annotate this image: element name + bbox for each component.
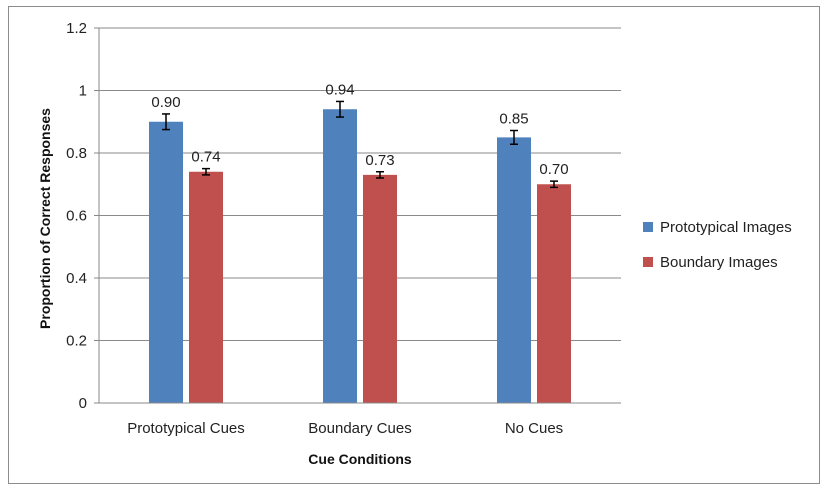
y-tick-label: 0 [79,395,87,412]
chart-frame [8,6,820,484]
y-tick-label: 0.2 [66,333,87,350]
bar [323,109,357,403]
y-tick-label: 0.8 [66,145,87,162]
data-label: 0.90 [151,94,180,111]
x-tick-label: Prototypical Cues [127,420,245,437]
x-tick-label: Boundary Cues [308,420,411,437]
gridlines [99,27,621,341]
x-tick-label: No Cues [505,420,563,437]
data-label: 0.74 [191,149,220,166]
bar [497,137,531,403]
legend-label: Prototypical Images [660,219,792,236]
y-tick-label: 1.2 [66,20,87,37]
y-tick-label: 0.4 [66,270,87,287]
x-axis-title: Cue Conditions [308,451,412,467]
data-label: 0.73 [365,152,394,169]
data-label: 0.85 [499,111,528,128]
bars [149,109,571,403]
legend-label: Boundary Images [660,254,778,271]
legend-swatch [643,222,653,232]
bar [363,174,397,403]
data-label: 0.70 [539,161,568,178]
y-axis-title: Proportion of Correct Responses [37,108,53,329]
data-labels: 0.90 0.74 0.94 0.73 0.85 0.70 [151,81,568,178]
x-axis-ticks: Prototypical Cues Boundary Cues No Cues [127,420,563,437]
bar [537,184,571,403]
legend-swatch [643,257,653,267]
legend: Prototypical Images Boundary Images [643,219,792,271]
error-bars [162,100,558,189]
bar [189,171,223,403]
data-label: 0.94 [325,81,354,98]
y-tick-label: 1 [79,83,87,100]
y-axis-ticks: 0 0.2 0.4 0.6 0.8 1 1.2 [66,20,99,412]
bar [149,121,183,403]
y-tick-label: 0.6 [66,208,87,225]
